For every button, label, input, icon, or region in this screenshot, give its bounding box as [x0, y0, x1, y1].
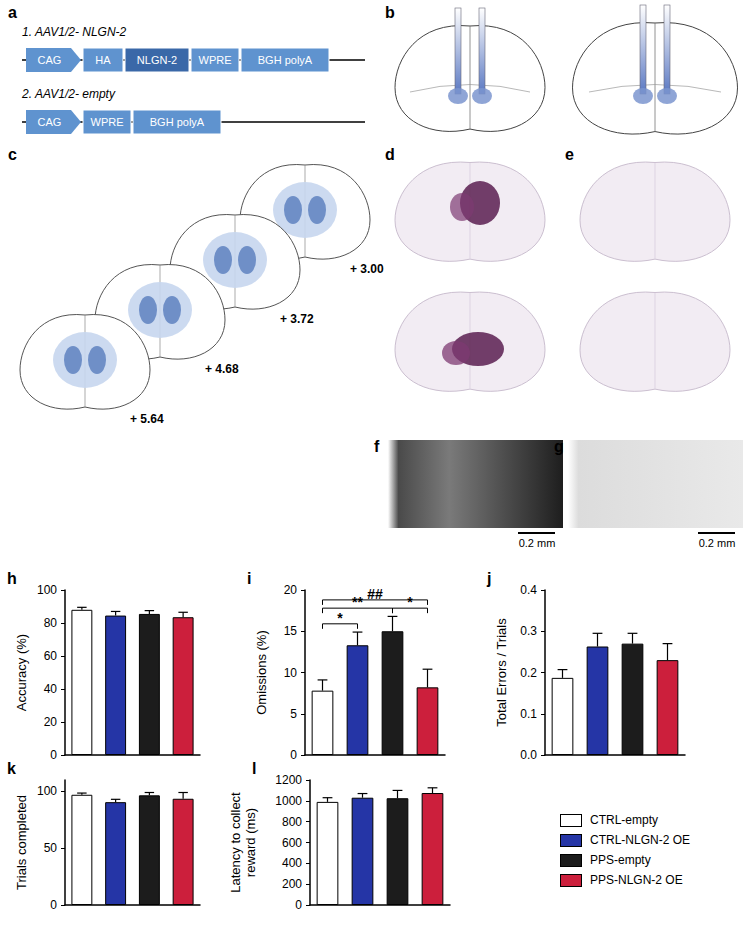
svg-text:NLGN-2: NLGN-2: [137, 54, 177, 66]
svg-text:b: b: [385, 4, 395, 21]
svg-text:a: a: [8, 4, 17, 21]
svg-text:h: h: [7, 570, 17, 587]
svg-text:c: c: [8, 146, 17, 163]
html-text:PPS-empty: PPS-empty: [590, 853, 651, 867]
svg-text:*: *: [337, 610, 343, 626]
svg-text:f: f: [374, 438, 380, 455]
svg-text:15: 15: [284, 624, 298, 638]
svg-text:d: d: [385, 146, 395, 163]
svg-text:60: 60: [44, 649, 58, 663]
svg-text:1000: 1000: [275, 794, 302, 808]
svg-text:1200: 1200: [275, 773, 302, 787]
svg-text:##: ##: [367, 586, 383, 602]
svg-text:l: l: [252, 760, 256, 777]
svg-text:BGH polyA: BGH polyA: [150, 116, 205, 128]
svg-text:10: 10: [284, 666, 298, 680]
svg-text:+ 3.72: + 3.72: [280, 312, 314, 326]
svg-text:i: i: [247, 570, 251, 587]
svg-text:5: 5: [290, 707, 297, 721]
html-text:CTRL-empty: CTRL-empty: [590, 813, 658, 827]
svg-text:j: j: [486, 570, 491, 587]
svg-text:+ 3.00: + 3.00: [350, 262, 384, 276]
svg-text:0.2: 0.2: [520, 666, 537, 680]
svg-text:100: 100: [37, 784, 57, 798]
svg-text:20: 20: [284, 583, 298, 597]
svg-text:**: **: [352, 594, 363, 610]
svg-text:e: e: [565, 146, 574, 163]
svg-text:20: 20: [44, 715, 58, 729]
svg-text:+ 5.64: + 5.64: [130, 412, 164, 426]
svg-text:Trials completed: Trials completed: [14, 795, 29, 890]
svg-text:0.2 mm: 0.2 mm: [699, 537, 736, 549]
svg-text:0.4: 0.4: [520, 583, 537, 597]
svg-text:0.3: 0.3: [520, 624, 537, 638]
svg-text:WPRE: WPRE: [91, 116, 124, 128]
svg-text:BGH polyA: BGH polyA: [258, 54, 313, 66]
svg-text:CAG: CAG: [38, 116, 62, 128]
svg-text:Total Errors / Trials: Total Errors / Trials: [494, 618, 509, 727]
svg-text:0.2 mm: 0.2 mm: [519, 537, 556, 549]
svg-text:0: 0: [290, 748, 297, 762]
html-text:CTRL-NLGN-2 OE: CTRL-NLGN-2 OE: [590, 833, 690, 847]
svg-text:HA: HA: [95, 54, 111, 66]
svg-text:0.0: 0.0: [520, 748, 537, 762]
svg-text:Omissions (%): Omissions (%): [254, 630, 269, 715]
svg-text:1. AAV1/2- NLGN-2: 1. AAV1/2- NLGN-2: [22, 25, 127, 39]
svg-text:0.1: 0.1: [520, 707, 537, 721]
svg-text:2. AAV1/2- empty: 2. AAV1/2- empty: [21, 87, 116, 101]
svg-text:*: *: [407, 594, 413, 610]
svg-text:CAG: CAG: [38, 54, 62, 66]
svg-text:400: 400: [282, 856, 302, 870]
svg-text:reward (ms): reward (ms): [243, 808, 258, 877]
svg-text:50: 50: [44, 841, 58, 855]
svg-text:0: 0: [295, 898, 302, 912]
html-text:PPS-NLGN-2 OE: PPS-NLGN-2 OE: [590, 873, 683, 887]
svg-text:g: g: [554, 438, 564, 455]
svg-text:WPRE: WPRE: [199, 54, 232, 66]
svg-text:+ 4.68: + 4.68: [205, 362, 239, 376]
svg-text:0: 0: [50, 748, 57, 762]
svg-text:800: 800: [282, 815, 302, 829]
svg-text:600: 600: [282, 836, 302, 850]
svg-text:k: k: [7, 760, 16, 777]
svg-text:100: 100: [37, 583, 57, 597]
svg-text:40: 40: [44, 682, 58, 696]
svg-text:200: 200: [282, 877, 302, 891]
svg-text:0: 0: [50, 898, 57, 912]
svg-text:Accuracy (%): Accuracy (%): [14, 634, 29, 711]
svg-text:80: 80: [44, 616, 58, 630]
svg-text:Latency to collect: Latency to collect: [228, 792, 243, 893]
